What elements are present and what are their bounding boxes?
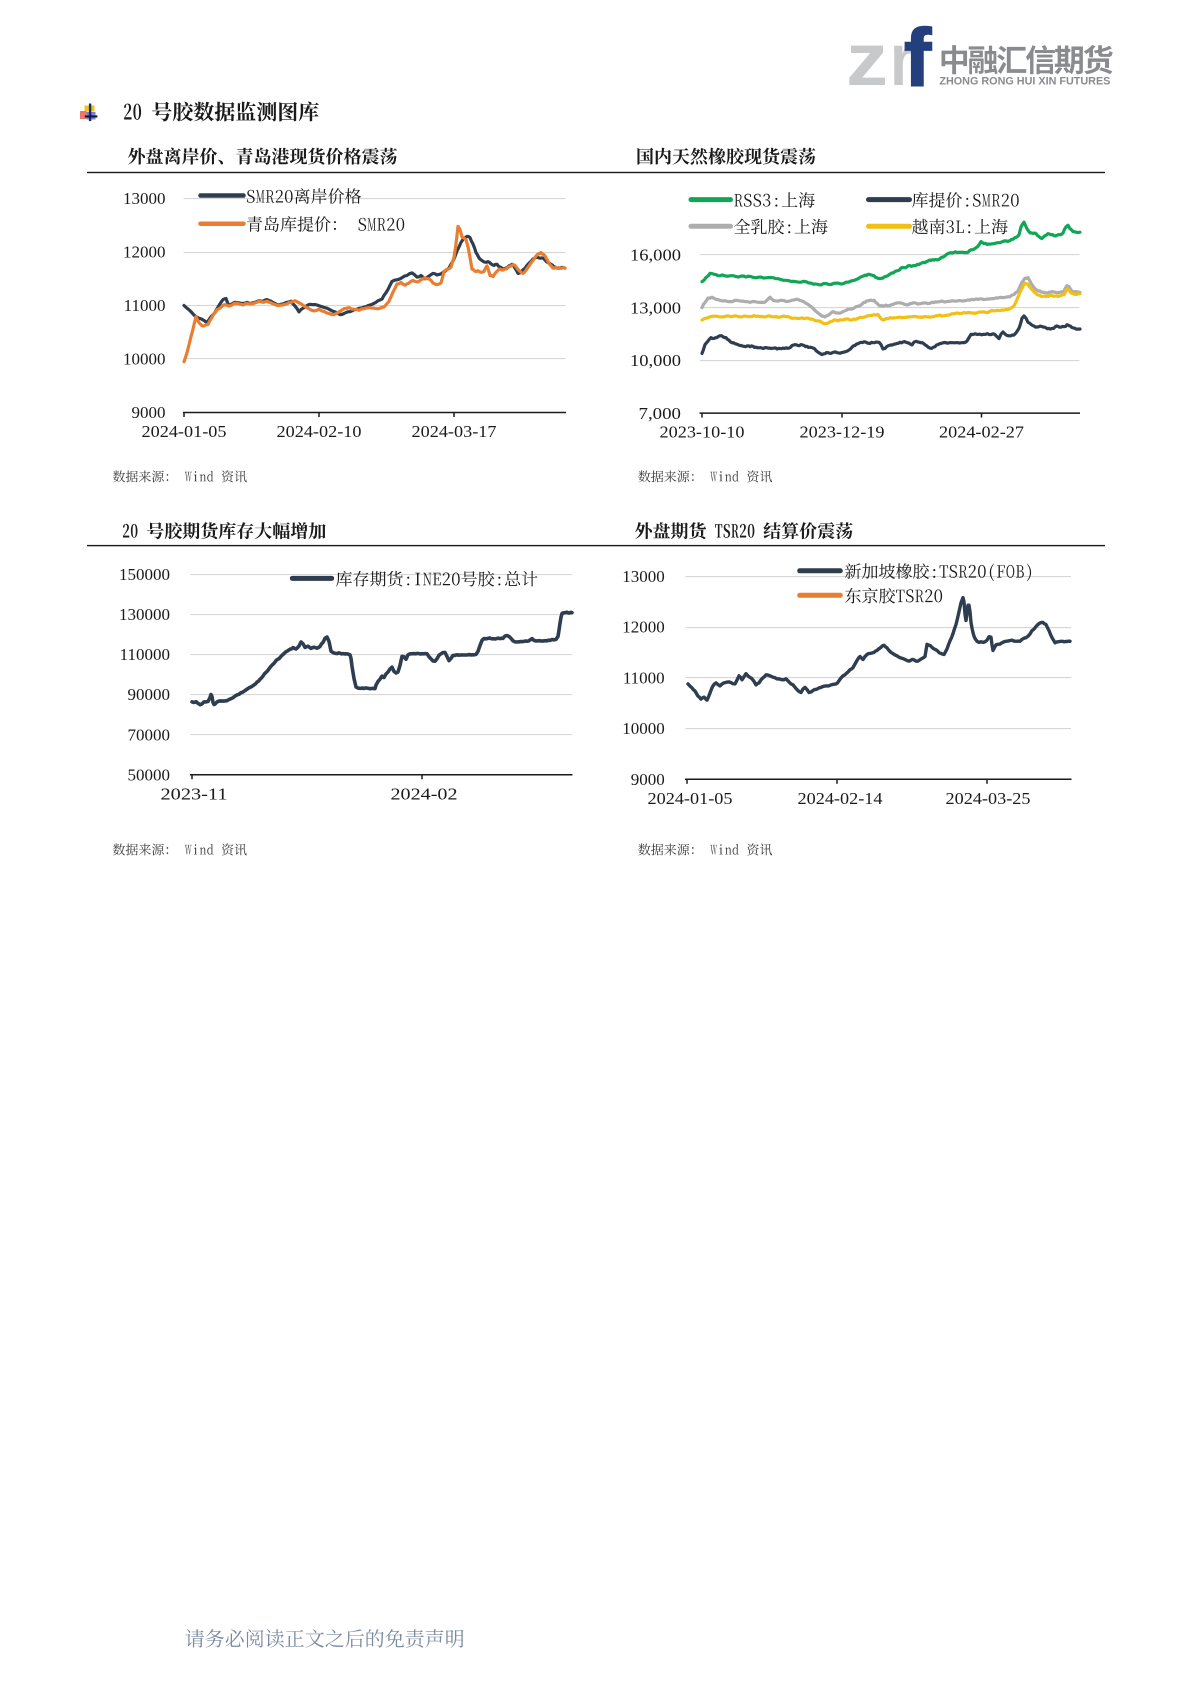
svg-text:16,000: 16,000 <box>630 246 681 265</box>
svg-text:110000: 110000 <box>120 645 170 664</box>
svg-text:2024-02: 2024-02 <box>391 784 458 803</box>
svg-text:9000: 9000 <box>631 770 665 789</box>
svg-text:r: r <box>890 18 914 101</box>
svg-text:2024-03-25: 2024-03-25 <box>946 789 1031 808</box>
svg-text:13,000: 13,000 <box>630 298 681 317</box>
svg-text:2023-11: 2023-11 <box>161 784 228 803</box>
svg-text:10000: 10000 <box>622 719 665 738</box>
svg-text:2024-01-05: 2024-01-05 <box>648 789 733 808</box>
svg-text:2023-10-10: 2023-10-10 <box>660 423 745 442</box>
svg-text:10000: 10000 <box>123 350 166 369</box>
svg-text:150000: 150000 <box>119 565 170 584</box>
svg-text:7,000: 7,000 <box>639 404 682 423</box>
svg-text:2024-01-05: 2024-01-05 <box>142 422 227 441</box>
svg-text:130000: 130000 <box>119 605 170 624</box>
svg-text:13000: 13000 <box>622 567 665 586</box>
svg-text:ZHONG RONG HUI XIN FUTURES: ZHONG RONG HUI XIN FUTURES <box>939 76 1110 88</box>
svg-text:z: z <box>846 18 888 101</box>
svg-text:2024-02-14: 2024-02-14 <box>798 789 884 808</box>
svg-text:2024-02-10: 2024-02-10 <box>277 422 362 441</box>
svg-text:9000: 9000 <box>132 403 166 422</box>
svg-text:11000: 11000 <box>124 296 166 315</box>
svg-text:10,000: 10,000 <box>630 351 681 370</box>
svg-text:13000: 13000 <box>123 189 166 208</box>
svg-text:12000: 12000 <box>123 243 166 262</box>
svg-text:2024-03-17: 2024-03-17 <box>412 422 498 441</box>
svg-text:f: f <box>904 13 932 104</box>
svg-text:11000: 11000 <box>623 668 665 687</box>
svg-text:50000: 50000 <box>128 765 171 784</box>
svg-text:12000: 12000 <box>622 618 665 637</box>
svg-text:90000: 90000 <box>128 685 171 704</box>
svg-text:70000: 70000 <box>128 725 171 744</box>
svg-text:2023-12-19: 2023-12-19 <box>800 423 885 442</box>
svg-text:2024-02-27: 2024-02-27 <box>939 423 1025 442</box>
